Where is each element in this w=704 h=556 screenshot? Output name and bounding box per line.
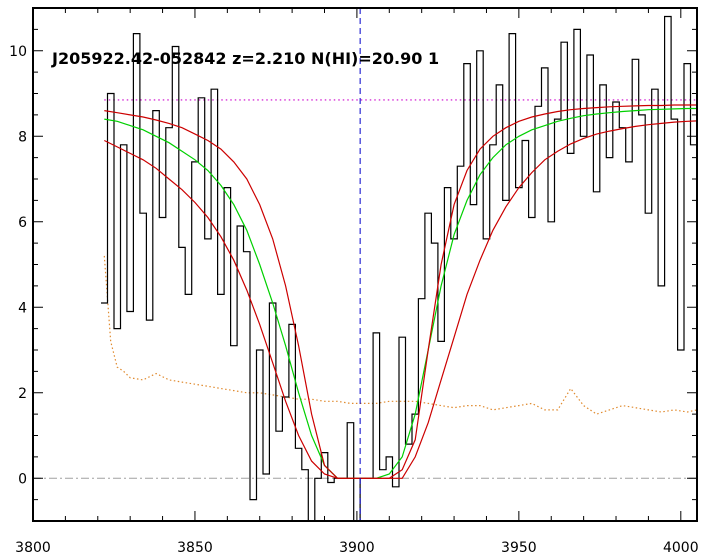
upper-fit-bound-series <box>104 104 697 479</box>
x-tick-labels: 3800 3850 3900 3950 4000 <box>15 540 698 556</box>
best-fit-profile-series <box>104 107 697 479</box>
y-tick-label: 4 <box>18 300 27 316</box>
chart-title: J205922.42-052842 z=2.210 N(HI)=20.90 1 <box>51 49 439 68</box>
y-tick-labels: 0 2 4 6 8 10 <box>9 44 27 488</box>
y-tick-label: 2 <box>18 386 27 402</box>
fit-curves-layer <box>104 104 698 479</box>
error-spectrum-series <box>103 255 698 415</box>
axis-ticks <box>32 7 697 522</box>
x-tick-label: 3800 <box>15 540 51 556</box>
flux-spectrum-series <box>101 15 697 522</box>
y-tick-label: 8 <box>18 129 27 145</box>
plot-frame <box>32 7 698 522</box>
x-tick-label: 3850 <box>177 540 213 556</box>
x-tick-label: 3950 <box>501 540 537 556</box>
lower-fit-bound-series <box>104 120 698 479</box>
y-tick-label: 6 <box>18 215 27 231</box>
y-tick-label: 0 <box>18 471 27 487</box>
x-tick-label: 3900 <box>339 540 375 556</box>
flux-spectrum-layer <box>101 15 697 522</box>
y-tick-label: 10 <box>9 44 27 60</box>
error-spectrum-layer <box>103 255 698 415</box>
x-tick-label: 4000 <box>663 540 699 556</box>
